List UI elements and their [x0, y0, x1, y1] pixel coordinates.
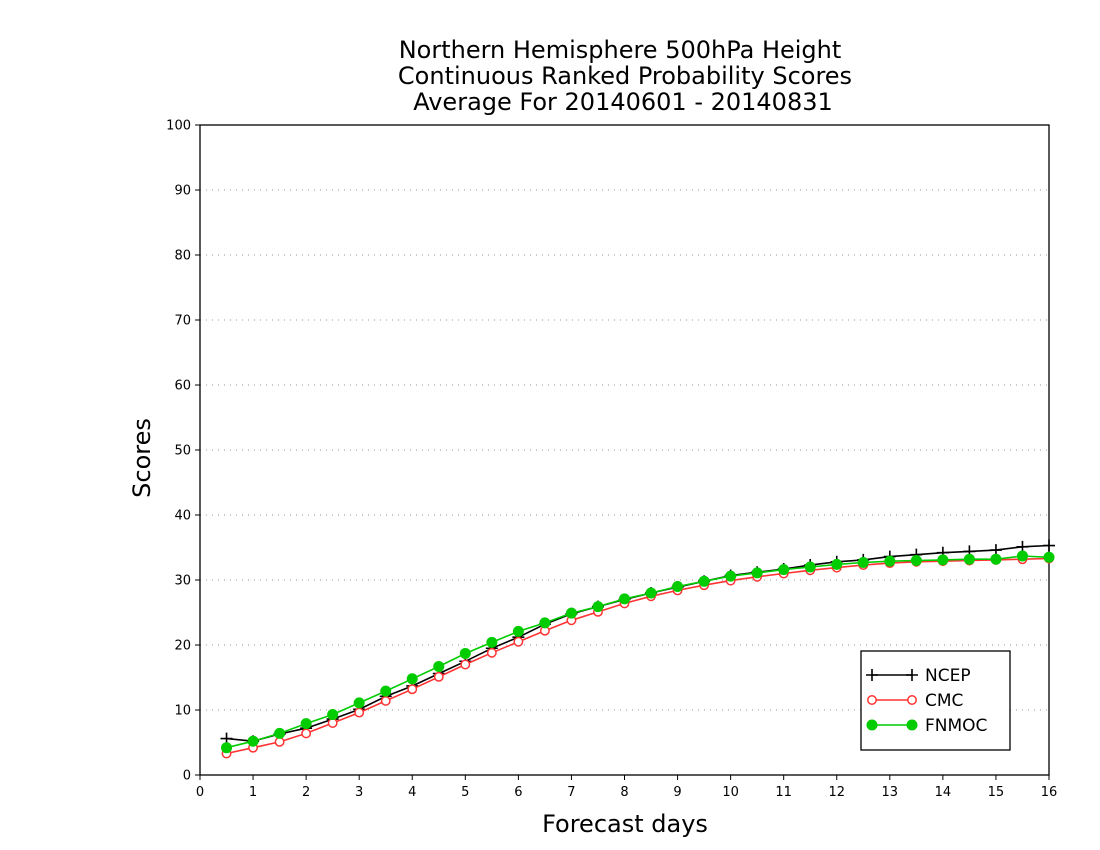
y-tick-label-60: 60: [174, 379, 191, 394]
data-point-fnmoc-18: [698, 575, 710, 587]
x-tick-label-4: 4: [408, 785, 416, 800]
data-point-fnmoc-20: [751, 567, 763, 579]
y-tick-label-100: 100: [166, 119, 191, 134]
data-point-fnmoc-8: [433, 660, 445, 672]
y-tick-label-40: 40: [174, 509, 191, 524]
data-point-fnmoc-9: [459, 647, 471, 659]
data-point-fnmoc-28: [963, 553, 975, 565]
title-line-2: Continuous Ranked Probability Scores: [398, 62, 852, 90]
data-point-fnmoc-30: [1016, 550, 1028, 562]
title-line-3: Average For 20140601 - 20140831: [413, 88, 833, 116]
x-tick-label-9: 9: [673, 785, 681, 800]
data-point-fnmoc-24: [857, 556, 869, 568]
x-tick-label-7: 7: [567, 785, 575, 800]
y-tick-label-0: 0: [183, 769, 191, 784]
data-point-cmc-3: [301, 728, 312, 739]
x-axis-label: Forecast days: [542, 810, 708, 838]
legend-label-fnmoc: FNMOC: [925, 716, 987, 736]
y-axis: 0 10 20 30 40 50 60 70 80 90 100: [166, 119, 200, 784]
data-point-fnmoc-25: [884, 555, 896, 567]
data-point-fnmoc-4: [327, 709, 339, 721]
data-point-fnmoc-26: [910, 555, 922, 566]
y-tick-label-10: 10: [174, 704, 191, 719]
legend-marker-ncep-end: [906, 669, 918, 681]
legend: NCEP CMC FNMOC: [860, 650, 1011, 751]
data-point-fnmoc-29: [990, 553, 1002, 565]
data-point-fnmoc-5: [353, 697, 365, 709]
x-axis: 0 1 2 3 4 5 6 7 8 9 10 11 12 13 14 15 16: [196, 775, 1057, 800]
data-point-fnmoc-15: [619, 593, 630, 605]
data-point-fnmoc-10: [486, 636, 498, 648]
x-tick-label-16: 16: [1041, 785, 1058, 800]
x-tick-label-2: 2: [302, 785, 310, 800]
data-point-fnmoc-2: [274, 727, 286, 739]
x-tick-label-5: 5: [461, 785, 469, 800]
data-point-fnmoc-12: [539, 617, 551, 629]
legend-marker-cmc-start: [867, 695, 877, 705]
data-point-fnmoc-13: [565, 607, 577, 619]
legend-marker-fnmoc-end: [906, 719, 918, 731]
data-point-fnmoc-17: [672, 581, 684, 592]
x-tick-label-15: 15: [988, 785, 1005, 800]
y-tick-label-70: 70: [174, 314, 191, 329]
gridlines: [200, 189, 1049, 711]
x-tick-label-1: 1: [249, 785, 257, 800]
legend-marker-ncep-start: [866, 669, 878, 681]
data-point-fnmoc-0: [221, 742, 233, 754]
data-point-fnmoc-21: [778, 564, 790, 576]
y-tick-label-30: 30: [174, 574, 191, 589]
x-tick-label-12: 12: [828, 785, 845, 800]
data-point-fnmoc-3: [300, 718, 312, 730]
y-tick-label-50: 50: [174, 444, 191, 459]
y-tick-label-20: 20: [174, 639, 191, 654]
x-tick-label-6: 6: [514, 785, 522, 800]
chart-title: Northern Hemisphere 500hPa Height Contin…: [398, 36, 852, 116]
data-point-fnmoc-27: [937, 554, 949, 566]
legend-label-ncep: NCEP: [925, 666, 971, 686]
data-point-cmc-11: [513, 636, 524, 647]
data-point-fnmoc-1: [247, 735, 259, 747]
data-point-cmc-5: [354, 707, 365, 718]
data-point-fnmoc-23: [831, 558, 843, 570]
legend-label-cmc: CMC: [925, 691, 963, 711]
data-point-fnmoc-22: [804, 561, 816, 573]
y-tick-label-90: 90: [174, 184, 191, 199]
data-point-cmc-6: [380, 695, 391, 706]
legend-marker-cmc-end: [907, 695, 917, 705]
x-tick-label-14: 14: [935, 785, 952, 800]
data-point-fnmoc-19: [725, 570, 737, 582]
title-line-1: Northern Hemisphere 500hPa Height: [399, 36, 842, 64]
x-tick-label-13: 13: [882, 785, 899, 800]
x-tick-label-11: 11: [775, 785, 792, 800]
y-tick-label-80: 80: [174, 249, 191, 264]
data-point-fnmoc-11: [512, 625, 524, 637]
data-point-ncep-31: [1043, 539, 1055, 552]
data-point-cmc-9: [460, 659, 471, 670]
data-point-cmc-7: [407, 684, 418, 695]
legend-marker-fnmoc-start: [866, 719, 878, 731]
data-point-cmc-10: [486, 647, 497, 658]
data-point-cmc-8: [433, 671, 444, 682]
data-point-cmc-2: [274, 736, 285, 747]
y-axis-label: Scores: [128, 418, 156, 498]
series-group: [220, 539, 1055, 759]
data-point-fnmoc-16: [645, 587, 657, 599]
data-point-fnmoc-31: [1043, 551, 1055, 563]
x-tick-label-10: 10: [722, 785, 739, 800]
x-tick-label-3: 3: [355, 785, 363, 800]
data-point-fnmoc-14: [592, 601, 604, 613]
x-tick-label-8: 8: [620, 785, 628, 800]
x-tick-label-0: 0: [196, 785, 204, 800]
data-point-fnmoc-6: [380, 685, 392, 697]
series-fnmoc: [221, 550, 1055, 754]
data-point-fnmoc-7: [406, 673, 418, 685]
data-point-cmc-4: [327, 718, 338, 728]
